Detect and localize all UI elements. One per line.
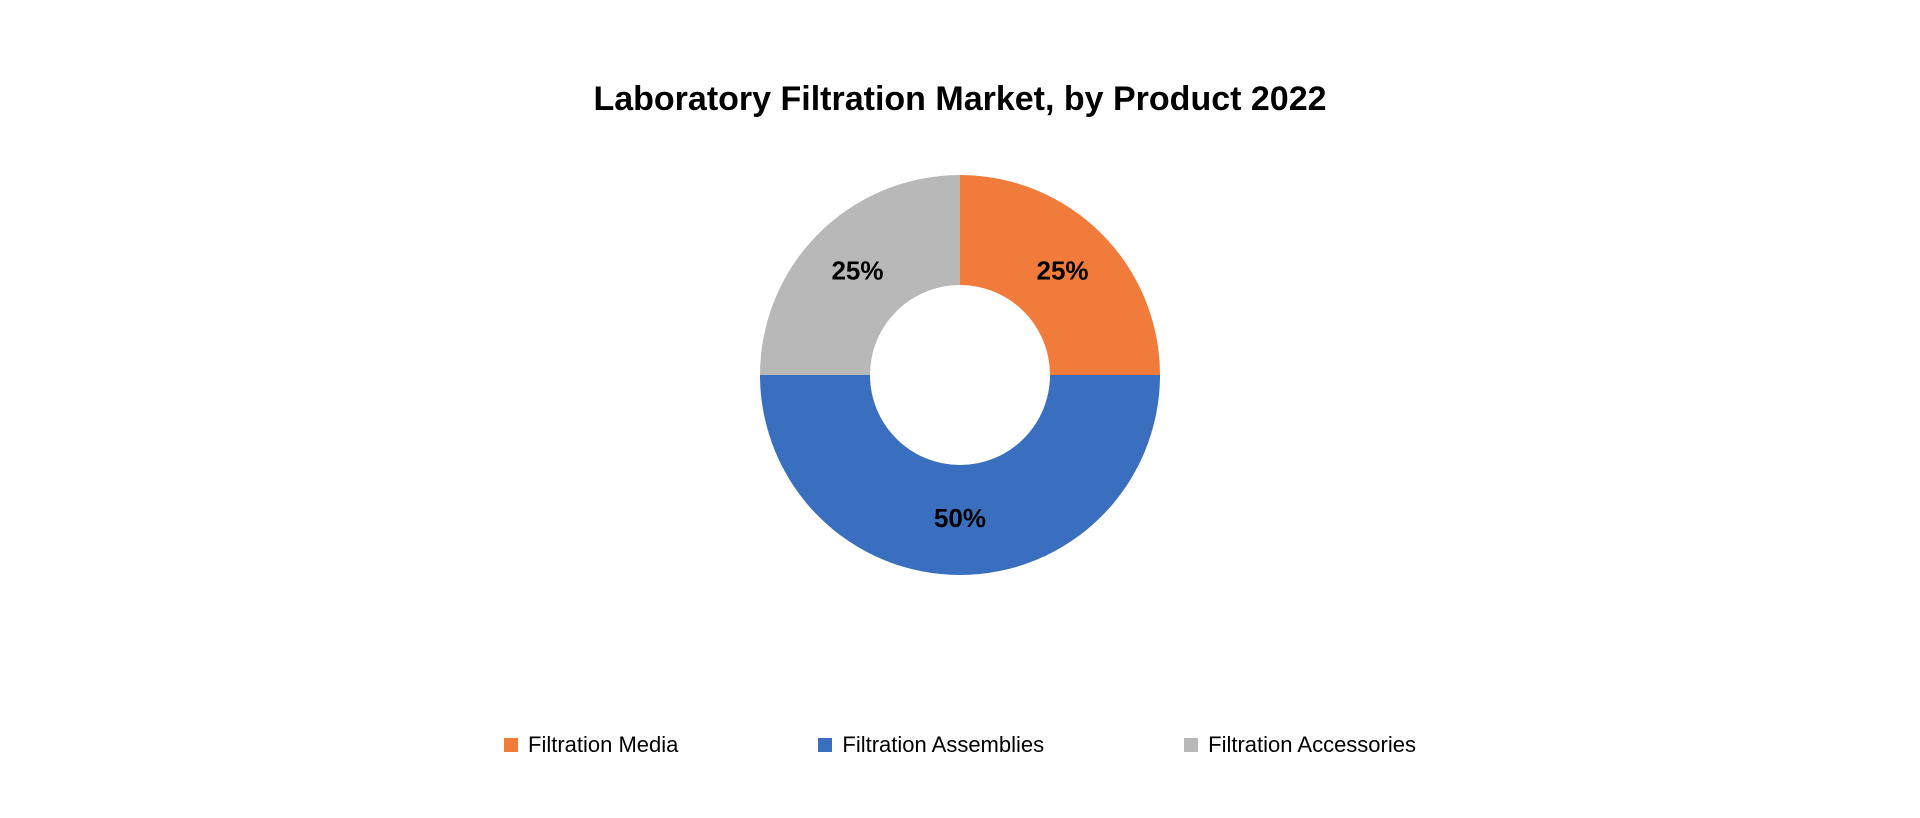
legend-label-media: Filtration Media	[528, 732, 678, 758]
donut-hole	[870, 285, 1050, 465]
legend-item-assemblies: Filtration Assemblies	[818, 732, 1044, 758]
legend-label-accessories: Filtration Accessories	[1208, 732, 1416, 758]
slice-label: 25%	[1037, 255, 1089, 285]
donut-holder: 25% 50% 25%	[760, 175, 1160, 575]
legend-swatch-media	[504, 738, 518, 752]
slice-label: 25%	[831, 255, 883, 285]
donut-svg: 25% 50% 25%	[760, 175, 1160, 575]
legend: Filtration Media Filtration Assemblies F…	[504, 732, 1416, 758]
legend-item-media: Filtration Media	[504, 732, 678, 758]
legend-label-assemblies: Filtration Assemblies	[842, 732, 1044, 758]
chart-title: Laboratory Filtration Market, by Product…	[0, 80, 1920, 119]
donut-chart: Laboratory Filtration Market, by Product…	[0, 0, 1920, 818]
legend-swatch-assemblies	[818, 738, 832, 752]
legend-swatch-accessories	[1184, 738, 1198, 752]
slice-label: 50%	[934, 503, 986, 533]
legend-item-accessories: Filtration Accessories	[1184, 732, 1416, 758]
